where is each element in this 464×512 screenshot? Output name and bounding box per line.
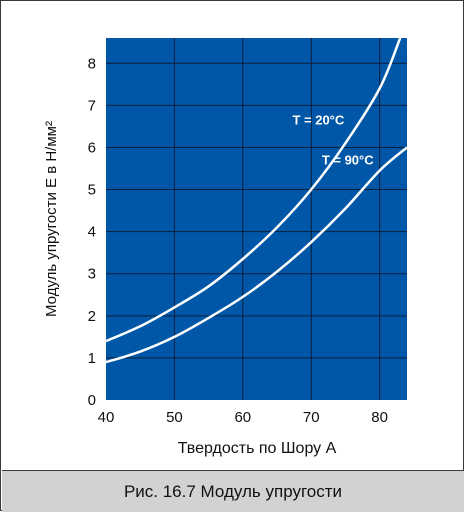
y-tick-label: 6 [88, 139, 96, 156]
x-tick-label: 40 [98, 409, 115, 426]
x-tick-label: 60 [234, 409, 251, 426]
grid [106, 38, 407, 400]
figure-caption: Рис. 16.7 Модуль упругости [123, 482, 343, 501]
x-tick-label: 70 [303, 409, 320, 426]
caption-bar: Рис. 16.7 Модуль упругости [2, 470, 464, 512]
y-tick-label: 0 [88, 392, 96, 409]
y-tick-label: 8 [88, 55, 96, 72]
x-tick-label: 50 [166, 409, 183, 426]
y-tick-label: 5 [88, 182, 96, 199]
y-tick-label: 7 [88, 97, 96, 114]
y-tick-label: 1 [88, 350, 96, 367]
chart: T = 20°C T = 90°C 40 50 60 70 80 0 1 2 3 4 5 6 7 8 Тв… [43, 37, 408, 457]
series-line-1 [105, 146, 408, 364]
series-label-1: T = 90°C [322, 153, 374, 168]
x-axis-label: Твердость по Шору А [178, 440, 337, 457]
y-axis-ticks: 0 1 2 3 4 5 6 7 8 [88, 55, 96, 409]
y-tick-label: 4 [88, 224, 96, 241]
y-axis-label: Модуль упругости E в Н/мм² [43, 121, 60, 317]
y-tick-label: 3 [88, 266, 96, 283]
series-label-0: T = 20°C [292, 113, 344, 128]
series-line-0 [105, 37, 402, 343]
curves [105, 37, 408, 364]
y-tick-label: 2 [88, 308, 96, 325]
x-tick-label: 80 [371, 409, 388, 426]
plot-area [106, 38, 407, 400]
curve-labels: T = 20°C T = 90°C [292, 113, 374, 168]
x-axis-ticks: 40 50 60 70 80 [98, 409, 388, 426]
